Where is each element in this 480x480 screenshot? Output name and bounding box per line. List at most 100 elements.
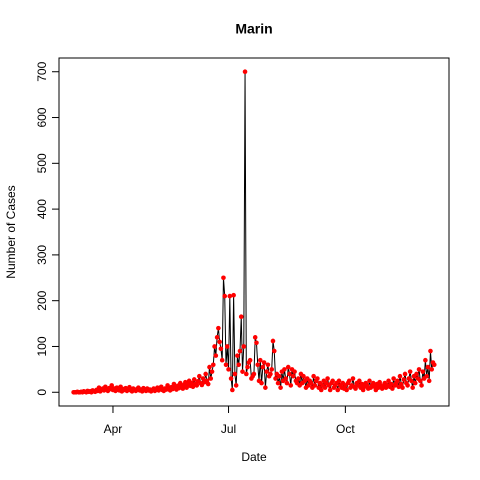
data-point (395, 378, 400, 384)
data-point (277, 373, 282, 379)
data-point (292, 369, 297, 374)
data-point (217, 339, 222, 345)
plot-box (58, 57, 450, 407)
data-point (259, 380, 264, 386)
data-point (397, 373, 403, 379)
data-point (431, 362, 437, 368)
data-point (308, 380, 314, 386)
data-point (231, 292, 236, 298)
data-point (425, 364, 431, 370)
data-point (228, 376, 234, 381)
data-point (412, 380, 418, 386)
x-axis-label: Date (241, 450, 267, 464)
data-point (236, 362, 241, 368)
x-tick-label: Oct (336, 422, 355, 436)
x-tick-label: Apr (104, 422, 123, 436)
data-point (264, 369, 269, 374)
data-point (235, 353, 240, 358)
data-point (315, 376, 320, 381)
x-tick-label: Jul (221, 422, 236, 436)
data-point (330, 378, 335, 384)
data-point (282, 367, 287, 372)
data-point (241, 344, 247, 349)
data-point (402, 371, 408, 377)
data-point (278, 385, 283, 390)
y-tick-label: 700 (35, 61, 49, 81)
data-point (222, 293, 228, 299)
data-point (227, 293, 233, 299)
data-point (237, 348, 243, 354)
data-point (419, 383, 424, 388)
data-point (335, 387, 341, 393)
data-point (205, 381, 211, 387)
data-point (428, 348, 433, 354)
data-point (224, 344, 230, 349)
data-point (386, 378, 391, 384)
data-point (270, 338, 276, 344)
data-point (232, 371, 238, 377)
data-point (214, 335, 220, 340)
data-point (191, 377, 197, 382)
data-point (407, 369, 413, 374)
data-point (252, 335, 258, 340)
data-point (200, 376, 206, 381)
data-point (271, 348, 277, 354)
data-point (414, 371, 419, 377)
y-tick-label: 500 (35, 153, 49, 173)
data-point (388, 381, 394, 387)
data-point (284, 380, 290, 386)
data-point (426, 378, 432, 384)
y-tick-label: 400 (35, 199, 49, 219)
data-point (242, 69, 248, 75)
data-point (244, 371, 249, 377)
y-tick-label: 0 (35, 389, 49, 396)
data-point (207, 364, 212, 370)
y-tick-label: 100 (35, 336, 49, 356)
data-point (230, 387, 235, 393)
data-point (171, 381, 177, 387)
data-point (346, 378, 352, 384)
data-point (260, 364, 266, 370)
data-point (247, 357, 253, 363)
chart-title: Marin (235, 21, 272, 37)
data-point (311, 373, 316, 379)
data-point (265, 362, 271, 368)
data-point (410, 385, 415, 390)
y-tick-label: 300 (35, 245, 49, 265)
data-point (273, 376, 278, 381)
data-point (420, 369, 426, 374)
data-point (189, 380, 195, 386)
data-point (223, 362, 229, 368)
data-point (268, 371, 273, 377)
data-point (405, 383, 410, 388)
data-point (216, 325, 221, 331)
data-point (398, 381, 404, 387)
data-point (283, 376, 288, 381)
data-point (221, 275, 226, 281)
data-point (218, 346, 224, 352)
data-point (400, 385, 405, 390)
data-point (251, 371, 257, 377)
data-point (312, 383, 318, 388)
data-point (177, 380, 183, 386)
data-point (327, 387, 333, 393)
data-point (240, 369, 245, 374)
data-point (390, 386, 395, 391)
data-point (197, 373, 202, 379)
data-point (344, 387, 349, 393)
data-point (325, 376, 330, 381)
data-point (291, 373, 296, 379)
data-point (371, 380, 376, 386)
data-point (238, 314, 244, 320)
data-point (269, 367, 275, 372)
data-point (353, 386, 358, 391)
data-point (257, 357, 263, 363)
data-point (226, 367, 231, 372)
data-point (233, 383, 239, 388)
data-point (391, 376, 396, 381)
data-point (255, 362, 261, 368)
data-point (429, 367, 435, 372)
data-point (322, 385, 328, 390)
data-point (424, 373, 429, 379)
